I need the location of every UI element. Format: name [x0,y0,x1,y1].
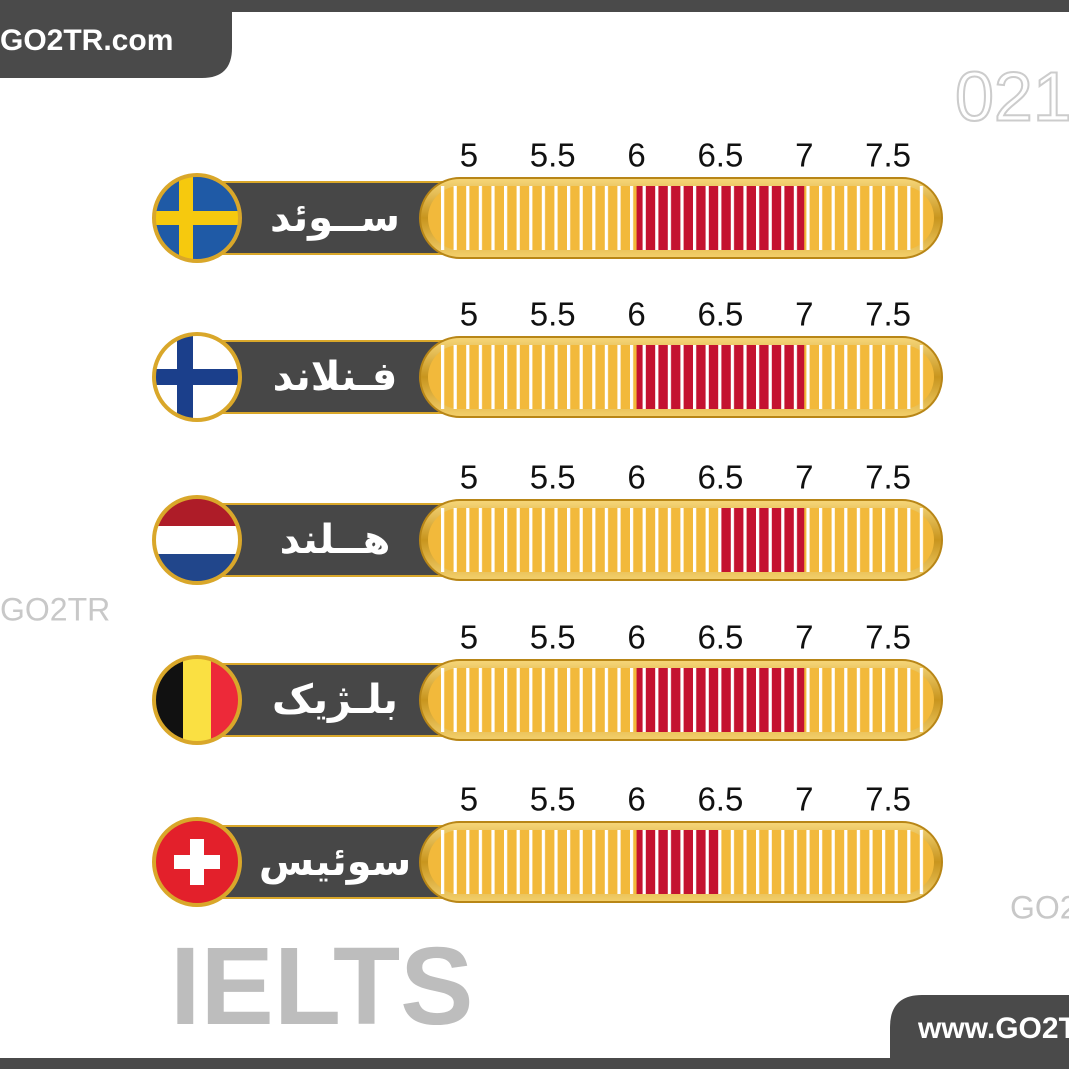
x-tick-label: 5 [460,296,478,333]
flag-ring [152,332,242,422]
flag-cross [190,839,204,885]
x-tick-label: 7.5 [865,459,911,496]
site-label: GO2TR.com [0,24,173,57]
country-name: بلـژیک [272,677,398,723]
x-tick-label: 5 [460,137,478,174]
x-tick-label: 6.5 [697,459,743,496]
x-tick-label: 6.5 [697,137,743,174]
x-tick-label: 5 [460,459,478,496]
x-tick-label: 7.5 [865,619,911,656]
phone: 021 [955,57,1069,135]
flag-cross [177,335,193,419]
country-name: سوئیس [259,839,411,885]
watermark: GO2TR [1010,889,1069,925]
x-tick-label: 7 [795,296,813,333]
flag [152,655,242,745]
flag-band [183,658,211,742]
flag-ring [152,817,242,907]
flag-cross [179,176,193,260]
flag-art [155,176,239,260]
flag-ring [152,495,242,585]
flag-ring [152,655,242,745]
x-tick-label: 6.5 [697,781,743,818]
x-tick-label: 6 [627,619,645,656]
x-tick-label: 5 [460,619,478,656]
flag-band [155,526,239,554]
x-tick-label: 6 [627,781,645,818]
x-tick-label: 7 [795,619,813,656]
website-label: www.GO2TR.com [917,1012,1069,1045]
x-tick-label: 7.5 [865,781,911,818]
flag-art [155,335,239,419]
stripes [440,186,924,250]
flag-art [155,820,239,904]
watermark: GO2TR [0,591,110,627]
x-tick-label: 7 [795,459,813,496]
flag-band [155,554,239,582]
country-name: هــلند [280,517,391,563]
bottom-tab [890,995,1069,1060]
flag-band [155,498,239,526]
flag-band [155,658,183,742]
x-tick-label: 5 [460,781,478,818]
x-tick-label: 7 [795,781,813,818]
x-tick-label: 7.5 [865,296,911,333]
rows: 5 5.5 6 6.5 7 7.5 ســوئد 5 5.5 6 6.5 7 7.5 فـنلاند 5 5.… [152,137,943,907]
top-tab [0,0,232,78]
country-name: ســوئد [270,195,400,241]
stripes [440,345,924,409]
x-tick-label: 6.5 [697,619,743,656]
x-tick-label: 5.5 [530,781,576,818]
flag-ring [152,173,242,263]
x-tick-label: 5.5 [530,296,576,333]
x-tick-label: 5.5 [530,137,576,174]
flag-cross [155,211,239,225]
x-tick-label: 7 [795,137,813,174]
flag [152,173,242,263]
x-tick-label: 5.5 [530,459,576,496]
country-name: فـنلاند [273,354,398,400]
x-tick-label: 6 [627,459,645,496]
x-tick-label: 6.5 [697,296,743,333]
x-tick-label: 6 [627,296,645,333]
x-tick-label: 7.5 [865,137,911,174]
frame-top [0,0,1069,12]
x-tick-label: 5.5 [530,619,576,656]
stripes [440,668,924,732]
stripes [440,830,924,894]
x-tick-label: 6 [627,137,645,174]
stripes [440,508,924,572]
flag [152,495,242,585]
ielts-title: IELTS [170,925,474,1048]
flag [152,332,242,422]
flag-cross [155,369,239,385]
frame-bottom [0,1058,1069,1069]
flag [152,817,242,907]
